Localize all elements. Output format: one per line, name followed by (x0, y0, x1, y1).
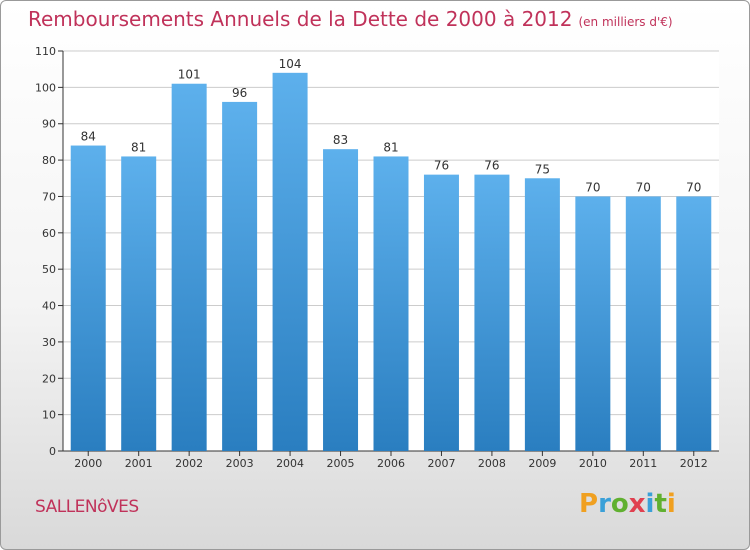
x-tick-label: 2009 (528, 457, 556, 470)
y-tick-label: 70 (42, 190, 56, 203)
x-tick-label: 2007 (427, 457, 455, 470)
x-tick-label: 2011 (629, 457, 657, 470)
bar (575, 196, 611, 451)
bar-value-label: 81 (131, 140, 146, 154)
bar (272, 72, 308, 452)
bar (323, 149, 359, 451)
bar (121, 156, 157, 452)
x-tick-label: 2006 (377, 457, 405, 470)
bar (676, 196, 712, 451)
bar-value-label: 76 (484, 159, 499, 173)
x-tick-label: 2001 (125, 457, 153, 470)
bar (625, 196, 661, 451)
bar (474, 174, 510, 452)
municipality-name: SALLENôVES (35, 497, 139, 517)
chart-subtitle: (en milliers d'€) (578, 15, 673, 29)
bar (524, 178, 560, 452)
y-tick-label: 50 (42, 263, 56, 276)
y-tick-label: 100 (35, 81, 56, 94)
bar-value-label: 104 (279, 57, 302, 71)
bar (423, 174, 459, 452)
bar-value-label: 70 (585, 180, 600, 194)
y-tick-label: 90 (42, 118, 56, 131)
y-tick-label: 20 (42, 372, 56, 385)
y-tick-label: 0 (49, 445, 56, 458)
bar-value-label: 76 (434, 159, 449, 173)
y-tick-label: 10 (42, 409, 56, 422)
x-tick-label: 2008 (478, 457, 506, 470)
y-tick-label: 110 (35, 45, 56, 58)
x-tick-label: 2012 (680, 457, 708, 470)
bar-value-label: 84 (81, 130, 96, 144)
bar-value-label: 70 (636, 180, 651, 194)
x-tick-label: 2010 (579, 457, 607, 470)
bar (222, 101, 258, 451)
x-tick-label: 2002 (175, 457, 203, 470)
bar-value-label: 96 (232, 86, 247, 100)
chart-title: Remboursements Annuels de la Dette de 20… (28, 7, 673, 31)
y-tick-label: 60 (42, 227, 56, 240)
x-tick-label: 2004 (276, 457, 304, 470)
bar-value-label: 75 (535, 162, 550, 176)
bar (171, 83, 207, 452)
bar-value-label: 101 (178, 68, 201, 82)
bar-value-label: 70 (686, 180, 701, 194)
y-tick-label: 40 (42, 300, 56, 313)
x-tick-label: 2000 (74, 457, 102, 470)
proxiti-logo: Proxiti (579, 489, 676, 519)
x-tick-label: 2003 (226, 457, 254, 470)
x-tick-label: 2005 (327, 457, 355, 470)
chart-title-text: Remboursements Annuels de la Dette de 20… (28, 7, 573, 31)
y-tick-label: 30 (42, 336, 56, 349)
y-tick-label: 80 (42, 154, 56, 167)
bar-value-label: 81 (383, 140, 398, 154)
bar-value-label: 83 (333, 133, 348, 147)
bar (70, 145, 106, 451)
bar (373, 156, 409, 452)
